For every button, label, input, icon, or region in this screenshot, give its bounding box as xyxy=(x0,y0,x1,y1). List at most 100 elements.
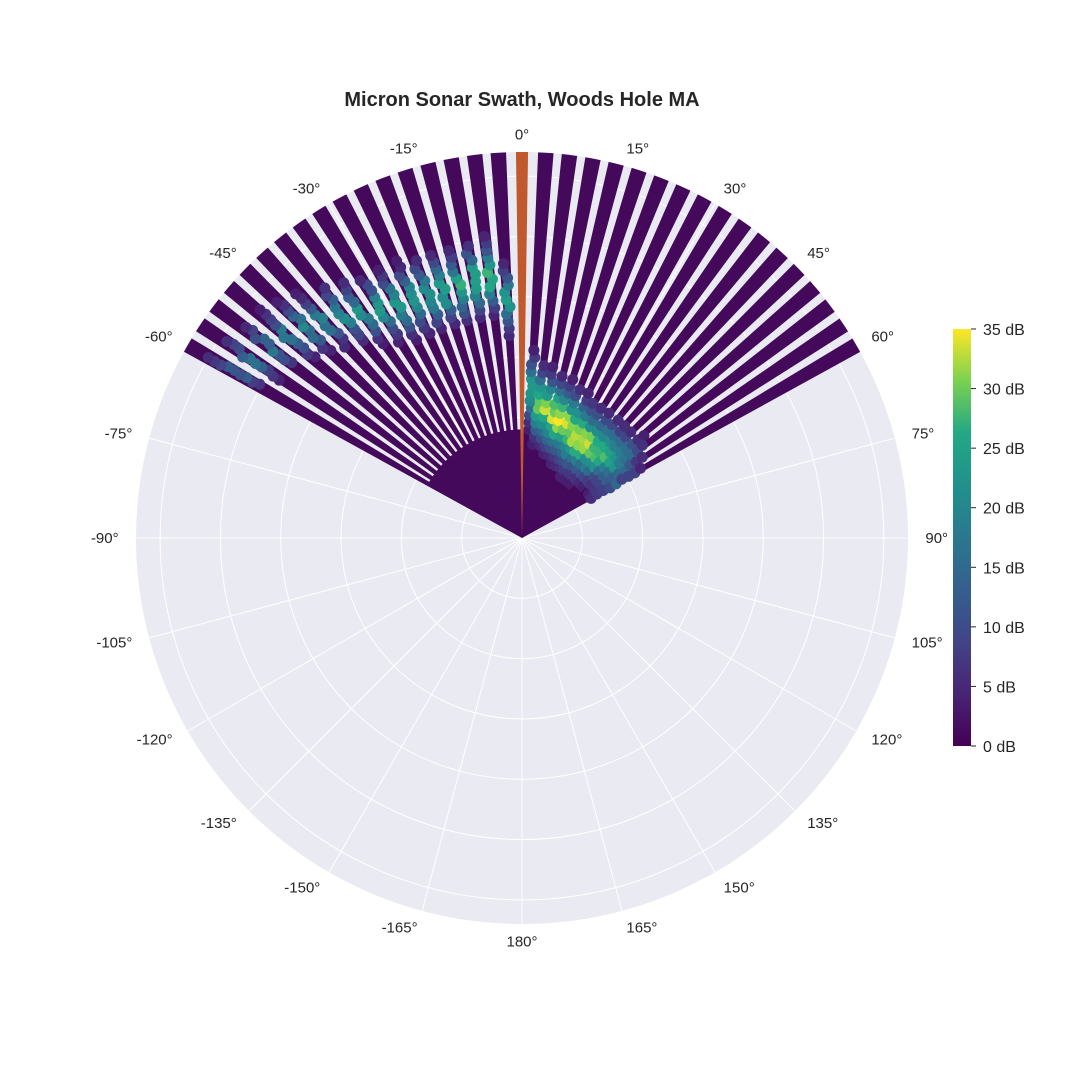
sonar-beam xyxy=(196,318,522,538)
sonar-beam xyxy=(443,157,522,539)
sonar-beam-wedge xyxy=(490,152,522,538)
sonar-return-point xyxy=(595,402,607,414)
angle-tick-label: 0° xyxy=(515,127,529,144)
sonar-return-point xyxy=(538,360,550,372)
sonar-beam xyxy=(522,205,732,538)
angle-tick-label: -90° xyxy=(91,530,119,547)
sonar-return-point xyxy=(418,283,430,295)
sonar-beam xyxy=(353,184,522,538)
sonar-return-point xyxy=(425,250,437,262)
angular-tick-labels: 0° 15° 30° 45° 60° 75° 90° 105° 120° 135° 150° 165°… xyxy=(91,127,948,951)
highlighted-beam xyxy=(515,152,529,539)
sonar-return-point xyxy=(414,316,426,328)
angular-grid-line xyxy=(328,537,523,873)
sonar-return-point xyxy=(547,361,559,373)
sonar-return-point xyxy=(354,275,366,287)
sonar-return-point xyxy=(319,282,331,294)
sonar-return-point xyxy=(410,255,422,267)
sonar-return-point xyxy=(567,373,579,385)
colorbar-tick-label: 20 dB xyxy=(983,501,1025,518)
angle-tick-label: 165° xyxy=(626,920,657,937)
sonar-beam xyxy=(420,161,522,538)
colorbar-tick-label: 10 dB xyxy=(983,620,1025,637)
angle-tick-label: 30° xyxy=(724,181,747,198)
sonar-return-point xyxy=(372,264,384,276)
sonar-beam xyxy=(209,299,522,538)
sonar-beam xyxy=(466,154,522,538)
angle-tick-label: -150° xyxy=(284,879,320,896)
angle-tick-label: -15° xyxy=(390,140,418,157)
sonar-beam xyxy=(223,281,522,538)
sonar-beam xyxy=(312,205,522,538)
sonar-beam xyxy=(292,218,522,538)
colorbar-tick-label: 5 dB xyxy=(983,679,1016,696)
sonar-return-point xyxy=(395,309,407,321)
sonar-swath xyxy=(183,152,861,539)
sonar-beam xyxy=(397,167,522,538)
sonar-return-point xyxy=(574,384,586,396)
sonar-beam xyxy=(522,338,861,538)
angle-tick-label: 105° xyxy=(912,634,943,651)
sonar-return-point xyxy=(556,370,568,382)
sonar-beam xyxy=(183,338,523,538)
sonar-return-point xyxy=(462,240,474,252)
sonar-beam-wedge xyxy=(183,338,523,538)
sonar-beam-wedge xyxy=(466,154,522,538)
angular-grid-line xyxy=(187,537,523,732)
sonar-return-point xyxy=(431,317,443,329)
angle-tick-label: -60° xyxy=(145,328,173,345)
sonar-beam xyxy=(239,263,522,538)
angle-tick-label: 60° xyxy=(871,328,894,345)
sonar-return-point xyxy=(443,244,455,256)
angular-grid-line xyxy=(149,437,523,539)
sonar-beam xyxy=(522,175,669,538)
angle-tick-label: 90° xyxy=(925,530,948,547)
angular-grid-line xyxy=(248,537,523,812)
sonar-return-point xyxy=(338,277,350,289)
sonar-beam xyxy=(375,175,522,538)
angle-tick-label: 75° xyxy=(912,426,935,443)
angle-tick-label: -45° xyxy=(209,245,237,262)
angular-grid-line xyxy=(521,537,716,873)
sonar-return-point xyxy=(498,258,510,270)
angle-tick-label: 135° xyxy=(807,815,838,832)
angle-tick-label: -105° xyxy=(96,634,132,651)
sonar-return-point xyxy=(636,439,648,451)
sonar-return-point xyxy=(437,291,449,303)
angle-tick-label: 15° xyxy=(626,140,649,157)
angular-grid-line xyxy=(521,537,895,639)
angle-tick-label: 120° xyxy=(871,732,902,749)
colorbar-tick-label: 30 dB xyxy=(983,382,1025,399)
angle-tick-label: -30° xyxy=(293,181,321,198)
sonar-return-point xyxy=(221,336,233,348)
angular-grid-line xyxy=(521,537,857,732)
sonar-return-point xyxy=(258,333,270,345)
sonar-return-point xyxy=(603,407,615,419)
sonar-return-point xyxy=(478,230,490,242)
colorbar-tick-label: 25 dB xyxy=(983,441,1025,458)
sonar-return-point xyxy=(634,462,646,474)
sonar-beam-wedge xyxy=(420,161,522,538)
sonar-return-point xyxy=(638,430,650,442)
sonar-return-point xyxy=(391,255,403,267)
angular-grid-line xyxy=(521,537,623,911)
angular-grid-line xyxy=(521,537,796,812)
sonar-return-point xyxy=(587,397,599,409)
angle-tick-label: -75° xyxy=(105,426,133,443)
sonar-return-point xyxy=(433,277,445,289)
angle-tick-label: -135° xyxy=(201,815,237,832)
colorbar-gradient xyxy=(953,329,971,746)
sonar-return-point xyxy=(290,288,302,300)
sonar-return-point xyxy=(202,352,214,364)
sonar-return-point xyxy=(636,451,648,463)
angle-tick-label: 150° xyxy=(724,879,755,896)
chart-title: Micron Sonar Swath, Woods Hole MA xyxy=(344,89,699,111)
sonar-return-point xyxy=(625,426,637,438)
sonar-return-point xyxy=(394,270,406,282)
sonar-return-point xyxy=(528,344,540,356)
sonar-beam xyxy=(274,232,522,538)
sonar-return-point xyxy=(254,304,266,316)
sonar-return-point xyxy=(445,312,457,324)
angular-grid-line xyxy=(149,537,523,639)
